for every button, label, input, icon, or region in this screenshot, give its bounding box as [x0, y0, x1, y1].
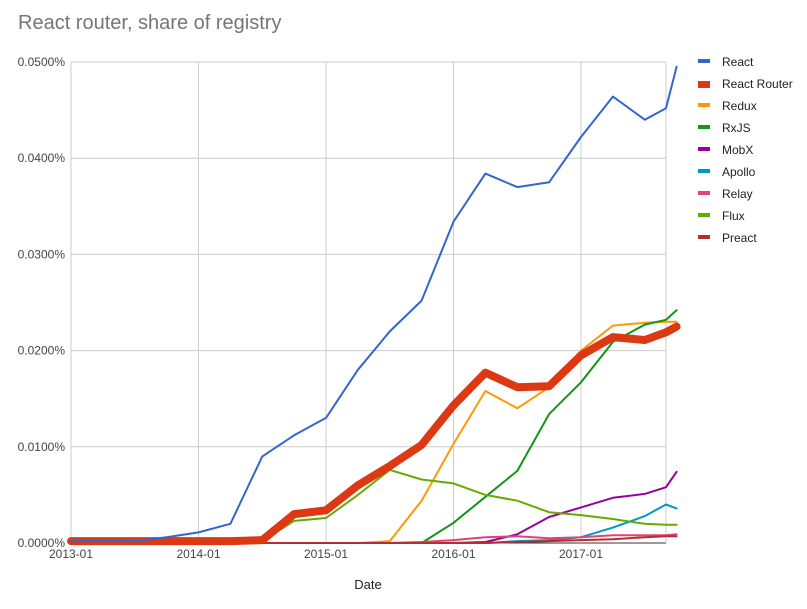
x-tick-label: 2014-01 — [176, 547, 220, 561]
x-tick-label: 2016-01 — [431, 547, 475, 561]
legend-swatch — [698, 191, 710, 195]
legend-item: Redux — [698, 99, 757, 113]
legend-item: Apollo — [698, 165, 756, 179]
legend: React React Router Redux RxJS MobX Apollo Rela… — [698, 55, 793, 245]
legend-item: Preact — [698, 231, 757, 245]
y-tick-label: 0.0400% — [18, 151, 66, 165]
legend-item: React Router — [698, 77, 793, 91]
series-line-rxjs — [70, 309, 678, 544]
x-tick-label: 2015-01 — [304, 547, 348, 561]
legend-label: Apollo — [722, 165, 756, 179]
legend-label: RxJS — [722, 121, 751, 135]
legend-item: RxJS — [698, 121, 751, 135]
chart-title: React router, share of registry — [18, 12, 281, 34]
y-tick-label: 0.0000% — [18, 536, 66, 550]
legend-swatch — [698, 235, 710, 239]
legend-swatch — [698, 147, 710, 151]
legend-item: Relay — [698, 187, 753, 201]
legend-swatch — [698, 59, 710, 63]
legend-label: Flux — [722, 209, 745, 223]
legend-swatch — [698, 103, 710, 107]
gridlines — [70, 61, 667, 544]
legend-swatch — [698, 213, 710, 217]
y-tick-label: 0.0300% — [18, 247, 66, 261]
legend-swatch — [698, 125, 710, 129]
legend-label: MobX — [722, 143, 753, 157]
legend-label: React — [722, 55, 754, 69]
series-lines — [67, 65, 681, 546]
series-line-react-router — [67, 322, 681, 546]
x-tick-label: 2013-01 — [49, 547, 93, 561]
y-tick-label: 0.0200% — [18, 344, 66, 358]
legend-swatch — [698, 81, 710, 88]
legend-label: React Router — [722, 77, 793, 91]
y-tick-label: 0.0500% — [18, 55, 66, 69]
legend-item: MobX — [698, 143, 753, 157]
legend-label: Redux — [722, 99, 757, 113]
series-line-react — [70, 65, 678, 543]
legend-item: Flux — [698, 209, 745, 223]
legend-item: React — [698, 55, 754, 69]
x-tick-label: 2017-01 — [559, 547, 603, 561]
x-axis-tick-labels: 2013-01 2014-01 2015-01 2016-01 2017-01 — [49, 547, 603, 561]
legend-label: Relay — [722, 187, 753, 201]
legend-swatch — [698, 169, 710, 173]
y-axis-tick-labels: 0.0000% 0.0100% 0.0200% 0.0300% 0.0400% 0.050… — [18, 55, 66, 550]
x-axis-label: Date — [354, 577, 381, 592]
y-tick-label: 0.0100% — [18, 440, 66, 454]
legend-label: Preact — [722, 231, 757, 245]
